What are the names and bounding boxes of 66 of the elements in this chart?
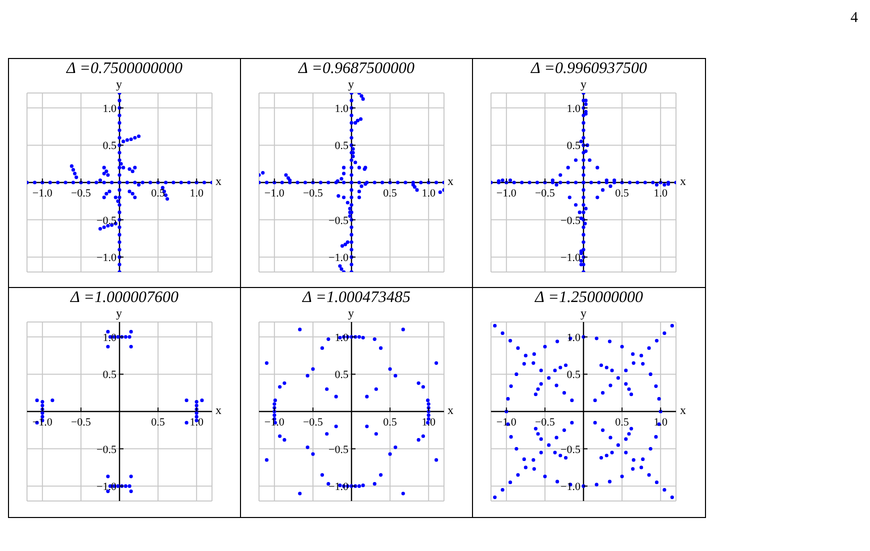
x-tick-label: −0.5 [302, 188, 323, 200]
chart-title: Δ =1.000473485 [301, 288, 412, 308]
x-axis-title: x [216, 402, 222, 418]
x-tick-label: 0.5 [615, 416, 630, 428]
y-tick-label: 1.0 [102, 102, 116, 115]
chart-title: Δ =1.250000000 [534, 288, 644, 308]
y-tick-label: 0.5 [102, 140, 116, 152]
y-axis-title: y [580, 77, 588, 92]
y-tick-label: −1.0 [96, 481, 116, 494]
chart-title: Δ =0.9960937500 [530, 59, 648, 79]
y-tick-label: 0.5 [334, 140, 348, 152]
y-tick-label: 1.0 [102, 332, 116, 344]
y-axis-title: y [347, 77, 355, 92]
y-tick-label: −1.0 [96, 252, 116, 264]
x-tick-label: 0.5 [150, 188, 165, 200]
x-tick-label: 1.0 [654, 188, 668, 200]
x-axis-title: x [680, 174, 686, 188]
x-tick-label: −0.5 [534, 188, 556, 200]
y-axis-title: y [347, 306, 355, 321]
x-tick-label: −0.5 [302, 416, 323, 428]
x-tick-label: −1.0 [264, 188, 284, 200]
y-tick-label: −0.5 [96, 444, 116, 456]
x-tick-label: −1.0 [496, 188, 517, 200]
x-tick-label: −1.0 [264, 416, 284, 428]
y-tick-label: 0.5 [566, 369, 581, 382]
x-tick-label: −1.0 [496, 416, 517, 428]
y-tick-label: −0.5 [328, 444, 348, 456]
x-tick-label: 0.5 [615, 188, 630, 200]
y-tick-label: −0.5 [96, 214, 116, 227]
y-tick-label: 1.0 [334, 102, 348, 115]
y-tick-label: 1.0 [566, 332, 581, 344]
x-tick-label: 1.0 [421, 188, 436, 200]
chart-title: Δ =0.7500000000 [65, 59, 184, 79]
y-tick-label: −0.5 [560, 214, 581, 227]
y-axis-title: y [115, 306, 123, 321]
x-tick-label: 1.0 [189, 188, 204, 200]
x-axis-title: x [216, 174, 222, 188]
x-axis-title: x [680, 402, 686, 418]
y-tick-label: 0.5 [334, 369, 348, 382]
x-tick-label: 0.5 [150, 416, 165, 428]
y-tick-label: 0.5 [566, 140, 581, 152]
x-axis-title: x [448, 402, 454, 418]
y-axis-title: y [580, 306, 588, 321]
x-tick-label: 1.0 [189, 416, 204, 428]
chart-title: Δ =1.000007600 [69, 288, 180, 308]
y-tick-label: −1.0 [328, 481, 348, 494]
x-tick-label: 0.5 [382, 188, 397, 200]
y-tick-label: −1.0 [328, 252, 348, 264]
x-tick-label: 1.0 [654, 416, 668, 428]
x-tick-label: −1.0 [32, 416, 52, 428]
chart-title: Δ =0.9687500000 [297, 59, 416, 79]
text: 4 [850, 10, 858, 27]
x-tick-label: −0.5 [70, 416, 91, 428]
x-axis-title: x [448, 174, 454, 188]
x-tick-label: −1.0 [32, 188, 52, 200]
y-tick-label: −1.0 [560, 252, 581, 264]
y-tick-label: −0.5 [560, 444, 581, 456]
y-axis-title: y [115, 77, 123, 92]
y-tick-label: −0.5 [328, 214, 348, 227]
y-tick-label: −1.0 [560, 481, 581, 494]
x-tick-label: 0.5 [382, 416, 397, 428]
y-tick-label: 0.5 [102, 369, 116, 382]
x-tick-label: −0.5 [70, 188, 91, 200]
y-tick-label: 1.0 [566, 102, 581, 115]
x-tick-label: −0.5 [534, 416, 556, 428]
x-tick-label: 1.0 [421, 416, 436, 428]
